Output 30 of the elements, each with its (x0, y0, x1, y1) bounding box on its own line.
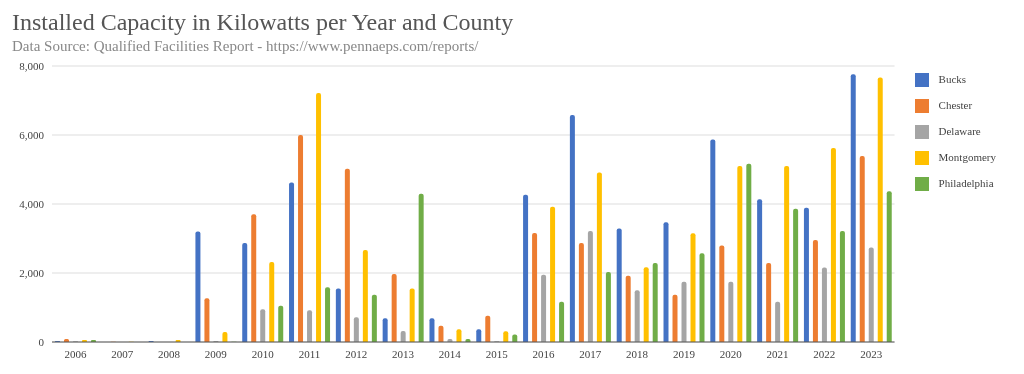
y-tick-label: 0 (38, 335, 45, 348)
y-tick-label: 2,000 (19, 266, 45, 279)
x-tick-label: 2020 (719, 347, 743, 360)
x-tick-label: 2007 (111, 347, 134, 360)
legend-label: Philadelphia (938, 177, 994, 189)
x-tick-label: 2008 (158, 347, 181, 360)
x-tick-label: 2012 (345, 347, 368, 360)
legend-label: Bucks (938, 73, 967, 85)
x-tick-label: 2016 (532, 347, 555, 360)
x-tick-label: 2022 (813, 347, 836, 360)
legend-label: Chester (938, 99, 973, 111)
x-tick-label: 2019 (672, 347, 696, 360)
x-tick-label: 2023 (860, 347, 883, 360)
legend-label: Delaware (938, 125, 981, 137)
x-tick-label: 2021 (766, 347, 789, 360)
chart-subtitle: Data Source: Qualified Facilities Report - https://www.pennaeps.com/reports/ (12, 37, 480, 56)
x-tick-label: 2015 (485, 347, 509, 360)
x-tick-label: 2013 (392, 347, 415, 360)
y-tick-label: 6,000 (19, 128, 45, 141)
legend-label: Montgomery (938, 151, 996, 163)
x-tick-label: 2017 (579, 347, 602, 360)
y-tick-label: 4,000 (19, 197, 45, 210)
x-tick-label: 2018 (626, 347, 649, 360)
x-tick-label: 2006 (64, 347, 87, 360)
chart-title: Installed Capacity in Kilowatts per Year and County (12, 8, 515, 36)
x-tick-label: 2014 (438, 347, 462, 360)
y-tick-label: 8,000 (19, 59, 45, 72)
x-tick-label: 2009 (204, 347, 228, 360)
x-tick-label: 2010 (251, 347, 275, 360)
x-tick-label: 2011 (298, 347, 321, 360)
